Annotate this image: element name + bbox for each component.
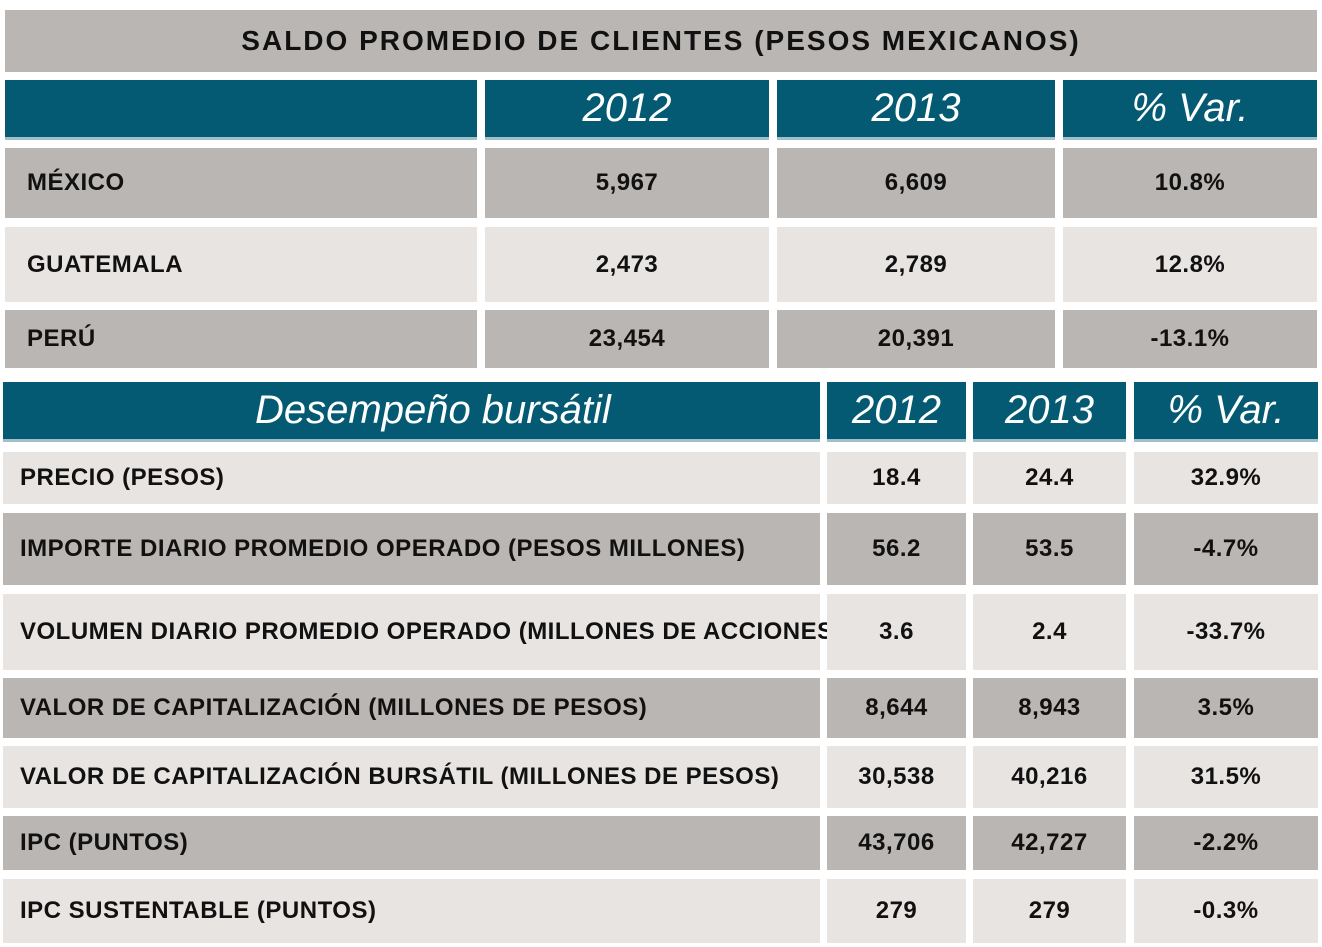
table2-row-label: VALOR DE CAPITALIZACIÓN (MILLONES DE PES… [3, 678, 820, 738]
table2-cell-2013: 42,727 [973, 816, 1126, 870]
table2-cell-2012: 43,706 [827, 816, 966, 870]
table1-header-2013: 2013 [777, 80, 1055, 140]
table1-cell-2013: 20,391 [777, 310, 1055, 368]
table1-cell-var: 10.8% [1063, 148, 1317, 218]
table1-header-2012: 2012 [485, 80, 769, 140]
table2-cell-2012: 8,644 [827, 678, 966, 738]
table1-cell-var: -13.1% [1063, 310, 1317, 368]
table2-header-2012: 2012 [827, 382, 966, 442]
table1-cell-2012: 2,473 [485, 227, 769, 302]
table2-cell-2012: 30,538 [827, 746, 966, 808]
table1-row-label: PERÚ [5, 310, 477, 368]
table2-cell-2013: 2.4 [973, 594, 1126, 670]
table2-header-title: Desempeño bursátil [3, 382, 820, 442]
table2-cell-var: -2.2% [1134, 816, 1318, 870]
table2-cell-var: 31.5% [1134, 746, 1318, 808]
table2-cell-2013: 53.5 [973, 513, 1126, 585]
table2-cell-2012: 56.2 [827, 513, 966, 585]
table2-row-label: IPC SUSTENTABLE (PUNTOS) [3, 879, 820, 943]
table1-row-label: GUATEMALA [5, 227, 477, 302]
table1-title: SALDO PROMEDIO DE CLIENTES (PESOS MEXICA… [5, 10, 1317, 72]
table2-cell-var: 3.5% [1134, 678, 1318, 738]
table2-row-label: PRECIO (PESOS) [3, 452, 820, 504]
table2-cell-2013: 279 [973, 879, 1126, 943]
table2-cell-2012: 18.4 [827, 452, 966, 504]
table1-cell-var: 12.8% [1063, 227, 1317, 302]
table1-cell-2013: 2,789 [777, 227, 1055, 302]
table2-row-label: IMPORTE DIARIO PROMEDIO OPERADO (PESOS M… [3, 513, 820, 585]
table1-cell-2013: 6,609 [777, 148, 1055, 218]
table2-header-2013: 2013 [973, 382, 1126, 442]
table1-cell-2012: 5,967 [485, 148, 769, 218]
table2-cell-var: -0.3% [1134, 879, 1318, 943]
table2-cell-2013: 40,216 [973, 746, 1126, 808]
table2-cell-var: 32.9% [1134, 452, 1318, 504]
table1-header-blank [5, 80, 477, 140]
table2-cell-2012: 279 [827, 879, 966, 943]
table2-cell-var: -4.7% [1134, 513, 1318, 585]
table2-cell-2013: 8,943 [973, 678, 1126, 738]
table2-row-label: VALOR DE CAPITALIZACIÓN BURSÁTIL (MILLON… [3, 746, 820, 808]
table1-cell-2012: 23,454 [485, 310, 769, 368]
table2-row-label: VOLUMEN DIARIO PROMEDIO OPERADO (MILLONE… [3, 594, 842, 670]
table2-row-label: IPC (PUNTOS) [3, 816, 820, 870]
table2-header-var: % Var. [1134, 382, 1318, 442]
table1-row-label: MÉXICO [5, 148, 477, 218]
table2-cell-var: -33.7% [1134, 594, 1318, 670]
table2-cell-2013: 24.4 [973, 452, 1126, 504]
table2-cell-2012: 3.6 [827, 594, 966, 670]
table1-header-var: % Var. [1063, 80, 1317, 140]
table2-title: Desempeño bursátil [255, 388, 611, 432]
